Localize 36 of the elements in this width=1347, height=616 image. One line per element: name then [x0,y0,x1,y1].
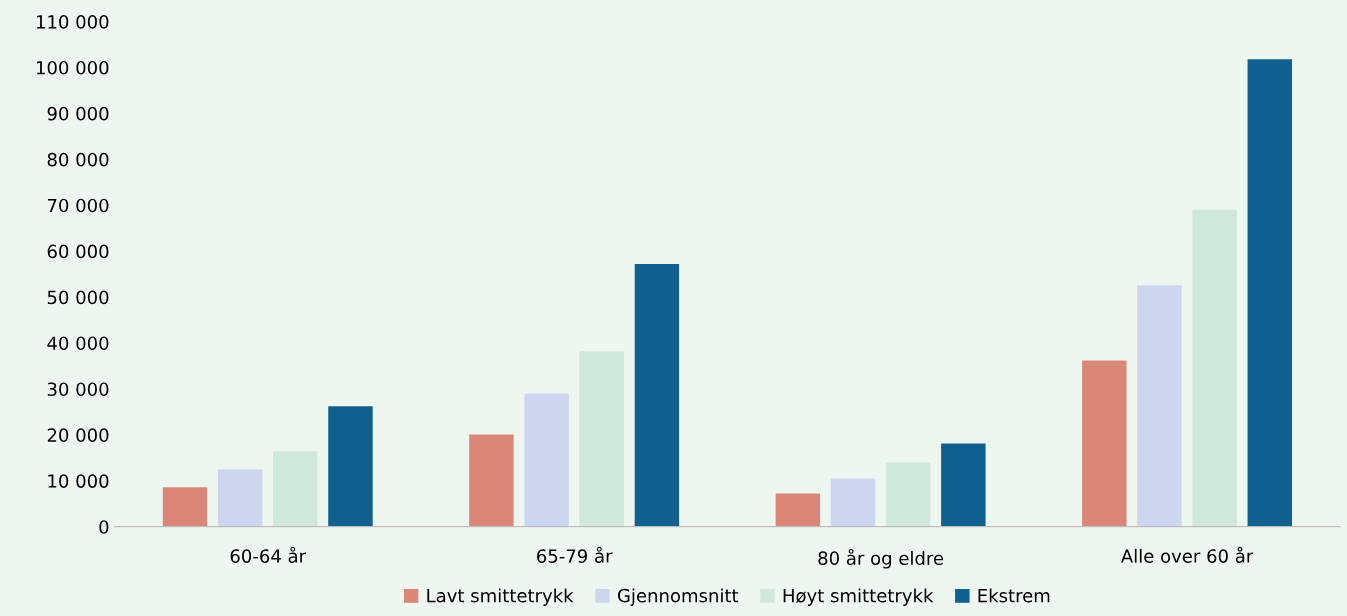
bar [469,434,514,527]
legend-label: Lavt smittetrykk [427,588,574,606]
y-tick-label: 10 000 [48,474,109,488]
y-tick-label: 80 000 [47,152,109,167]
bar [830,478,876,527]
y-tick-label: 50 000 [47,290,109,305]
bar [1082,360,1127,527]
legend-label: Gjennomsnitt [617,588,739,606]
y-tick-label: 0 [99,520,109,534]
y-tick-label: 100 000 [36,60,109,75]
y-tick-label: 20 000 [47,428,109,442]
y-tick-label: 40 000 [47,336,109,351]
bar [775,493,821,527]
x-tick-label: 80 år og eldre [818,548,944,569]
x-tick-label: 60-64 år [230,546,307,563]
y-tick-label: 60 000 [47,244,109,259]
legend-label: Høyt smittetrykk [783,588,934,606]
y-tick-label: 90 000 [47,106,109,121]
bar [1247,59,1292,527]
x-tick-label: 65-79 år [537,546,613,563]
bar [1137,285,1182,527]
bar [524,393,569,527]
bar [885,462,931,527]
legend-label: Ekstrem [978,588,1050,603]
bar [328,406,373,527]
bar [273,451,318,527]
bar [217,469,263,527]
y-tick-label: 30 000 [47,382,109,397]
bar [941,443,986,527]
bar [162,487,208,527]
x-tick-label: Alle over 60 år [1120,546,1254,563]
y-tick-label: 110 000 [36,15,109,29]
bar [634,264,680,527]
bar [1192,209,1237,527]
y-tick-label: 70 000 [47,198,109,213]
bar [579,351,624,527]
